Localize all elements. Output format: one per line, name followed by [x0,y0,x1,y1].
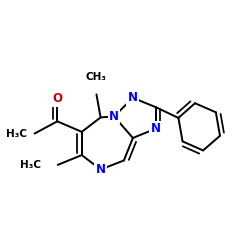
Text: H₃C: H₃C [6,128,27,138]
Text: N: N [128,91,138,104]
Text: O: O [52,92,62,105]
Text: CH₃: CH₃ [86,72,107,82]
Text: H₃C: H₃C [20,160,41,170]
Text: N: N [151,122,161,135]
Text: N: N [109,110,119,123]
Text: N: N [96,163,106,176]
